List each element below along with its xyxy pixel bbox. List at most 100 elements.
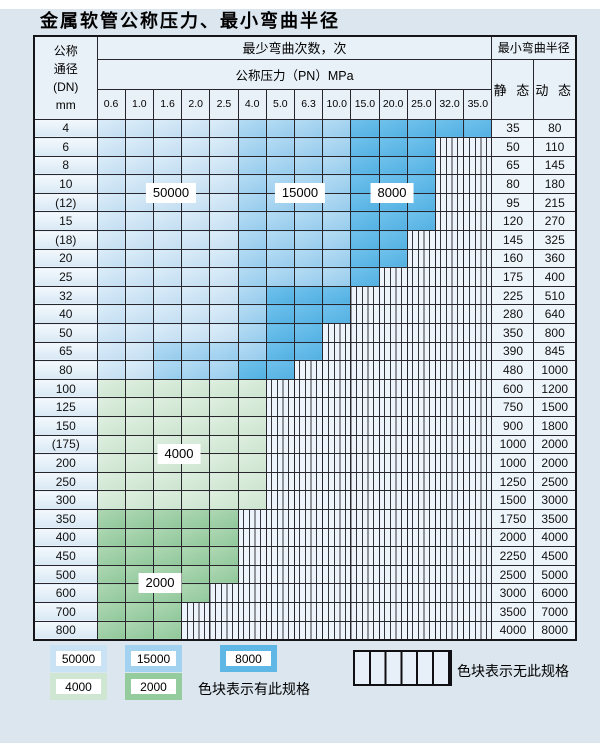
dynamic-radius-value: 510 xyxy=(533,285,577,306)
dynamic-radius-value: 4500 xyxy=(533,546,577,566)
spec-cell xyxy=(209,323,239,343)
spec-cell xyxy=(265,230,295,250)
no-spec-cell xyxy=(265,397,295,417)
no-spec-cell xyxy=(434,434,465,455)
dynamic-radius-value: 2000 xyxy=(533,434,577,455)
static-radius-value: 1500 xyxy=(491,490,535,510)
spec-cell xyxy=(237,471,267,492)
spec-cell xyxy=(96,211,126,232)
spec-cell xyxy=(209,174,239,194)
spec-cell xyxy=(209,397,239,417)
no-spec-cell xyxy=(463,583,493,603)
no-spec-cell xyxy=(463,453,493,473)
spec-cell xyxy=(322,304,352,325)
table-header: 公称 通径 (DN) mm 最少弯曲次数，次 最小弯曲半径 公称压力（PN）MP… xyxy=(33,35,577,120)
no-spec-cell xyxy=(265,508,295,529)
legend-swatch-8000: 8000 xyxy=(220,645,277,672)
static-radius-value: 900 xyxy=(491,416,535,436)
spec-cell xyxy=(152,397,183,417)
pressure-tick: 6.3 xyxy=(293,88,324,120)
dynamic-radius-value: 8000 xyxy=(533,620,577,641)
spec-cell xyxy=(152,508,183,529)
spec-cell xyxy=(152,416,183,436)
spec-cell xyxy=(181,564,211,585)
legend-swatch-15000: 15000 xyxy=(125,645,182,672)
static-radius-value: 120 xyxy=(491,211,535,232)
no-spec-cell xyxy=(350,583,380,603)
legend-no-spec-text: 色块表示无此规格 xyxy=(457,663,569,679)
dn-column-header: 公称 通径 (DN) mm xyxy=(33,35,98,120)
no-spec-cell xyxy=(434,564,465,585)
spec-cell xyxy=(96,323,126,343)
spec-cell xyxy=(124,527,154,548)
table-row: 300 1500 3000 xyxy=(33,490,577,510)
no-spec-cell xyxy=(265,527,295,548)
no-spec-cell xyxy=(406,601,436,622)
no-spec-cell xyxy=(350,416,380,436)
spec-cell xyxy=(152,378,183,399)
table-row: 250 1250 2500 xyxy=(33,471,577,492)
table-body: 4 35 80 6 50 110 8 65 145 10 80 180 (12) 95 215 15 120 27… xyxy=(33,118,577,641)
no-spec-cell xyxy=(434,137,465,157)
spec-cell xyxy=(237,267,267,287)
no-spec-cell xyxy=(406,341,436,362)
no-spec-cell xyxy=(350,546,380,566)
spec-cell xyxy=(209,490,239,510)
min-bend-radius-header: 最小弯曲半径 xyxy=(491,35,577,60)
dn-header-line: 公称 xyxy=(53,43,78,58)
spec-cell xyxy=(181,248,211,269)
spec-cell xyxy=(209,453,239,473)
pressure-tick: 1.6 xyxy=(152,88,183,120)
no-spec-cell xyxy=(406,527,436,548)
spec-cell xyxy=(96,248,126,269)
no-spec-cell xyxy=(237,601,267,622)
spec-cell xyxy=(237,490,267,510)
no-spec-cell xyxy=(293,490,324,510)
dynamic-radius-value: 1800 xyxy=(533,416,577,436)
no-spec-cell xyxy=(350,527,380,548)
spec-cell xyxy=(181,378,211,399)
spec-cell xyxy=(293,323,324,343)
spec-cell xyxy=(237,378,267,399)
no-spec-cell xyxy=(322,546,352,566)
no-spec-cell xyxy=(463,211,493,232)
table-row: 200 1000 2000 xyxy=(33,453,577,473)
spec-cell xyxy=(434,118,465,139)
no-spec-cell xyxy=(434,416,465,436)
no-spec-cell xyxy=(322,527,352,548)
no-spec-cell xyxy=(406,564,436,585)
spec-cell xyxy=(124,360,154,380)
no-spec-cell xyxy=(463,137,493,157)
dn-label: 500 xyxy=(33,564,98,585)
no-spec-cell xyxy=(378,397,408,417)
spec-cell xyxy=(124,341,154,362)
spec-cell xyxy=(152,323,183,343)
no-spec-cell xyxy=(293,378,324,399)
no-spec-cell xyxy=(406,267,436,287)
spec-cell xyxy=(237,341,267,362)
no-spec-cell xyxy=(293,583,324,603)
no-spec-cell xyxy=(434,155,465,176)
spec-cell xyxy=(350,155,380,176)
spec-cell xyxy=(152,285,183,306)
dynamic-radius-value: 7000 xyxy=(533,601,577,622)
spec-cell xyxy=(406,211,436,232)
no-spec-cell xyxy=(406,248,436,269)
hose-spec-table: 公称 通径 (DN) mm 最少弯曲次数，次 最小弯曲半径 公称压力（PN）MP… xyxy=(33,35,577,641)
no-spec-cell xyxy=(463,416,493,436)
no-spec-cell xyxy=(406,546,436,566)
spec-cell xyxy=(96,564,126,585)
spec-cell xyxy=(96,527,126,548)
spec-cell xyxy=(265,211,295,232)
spec-cell xyxy=(124,323,154,343)
no-spec-cell xyxy=(293,360,324,380)
no-spec-cell xyxy=(434,341,465,362)
dynamic-radius-value: 400 xyxy=(533,267,577,287)
table-row: 600 3000 6000 xyxy=(33,583,577,603)
no-spec-cell xyxy=(434,192,465,213)
spec-cell xyxy=(322,285,352,306)
no-spec-cell xyxy=(463,267,493,287)
spec-cell xyxy=(209,378,239,399)
spec-cell xyxy=(265,155,295,176)
no-spec-cell xyxy=(434,174,465,194)
